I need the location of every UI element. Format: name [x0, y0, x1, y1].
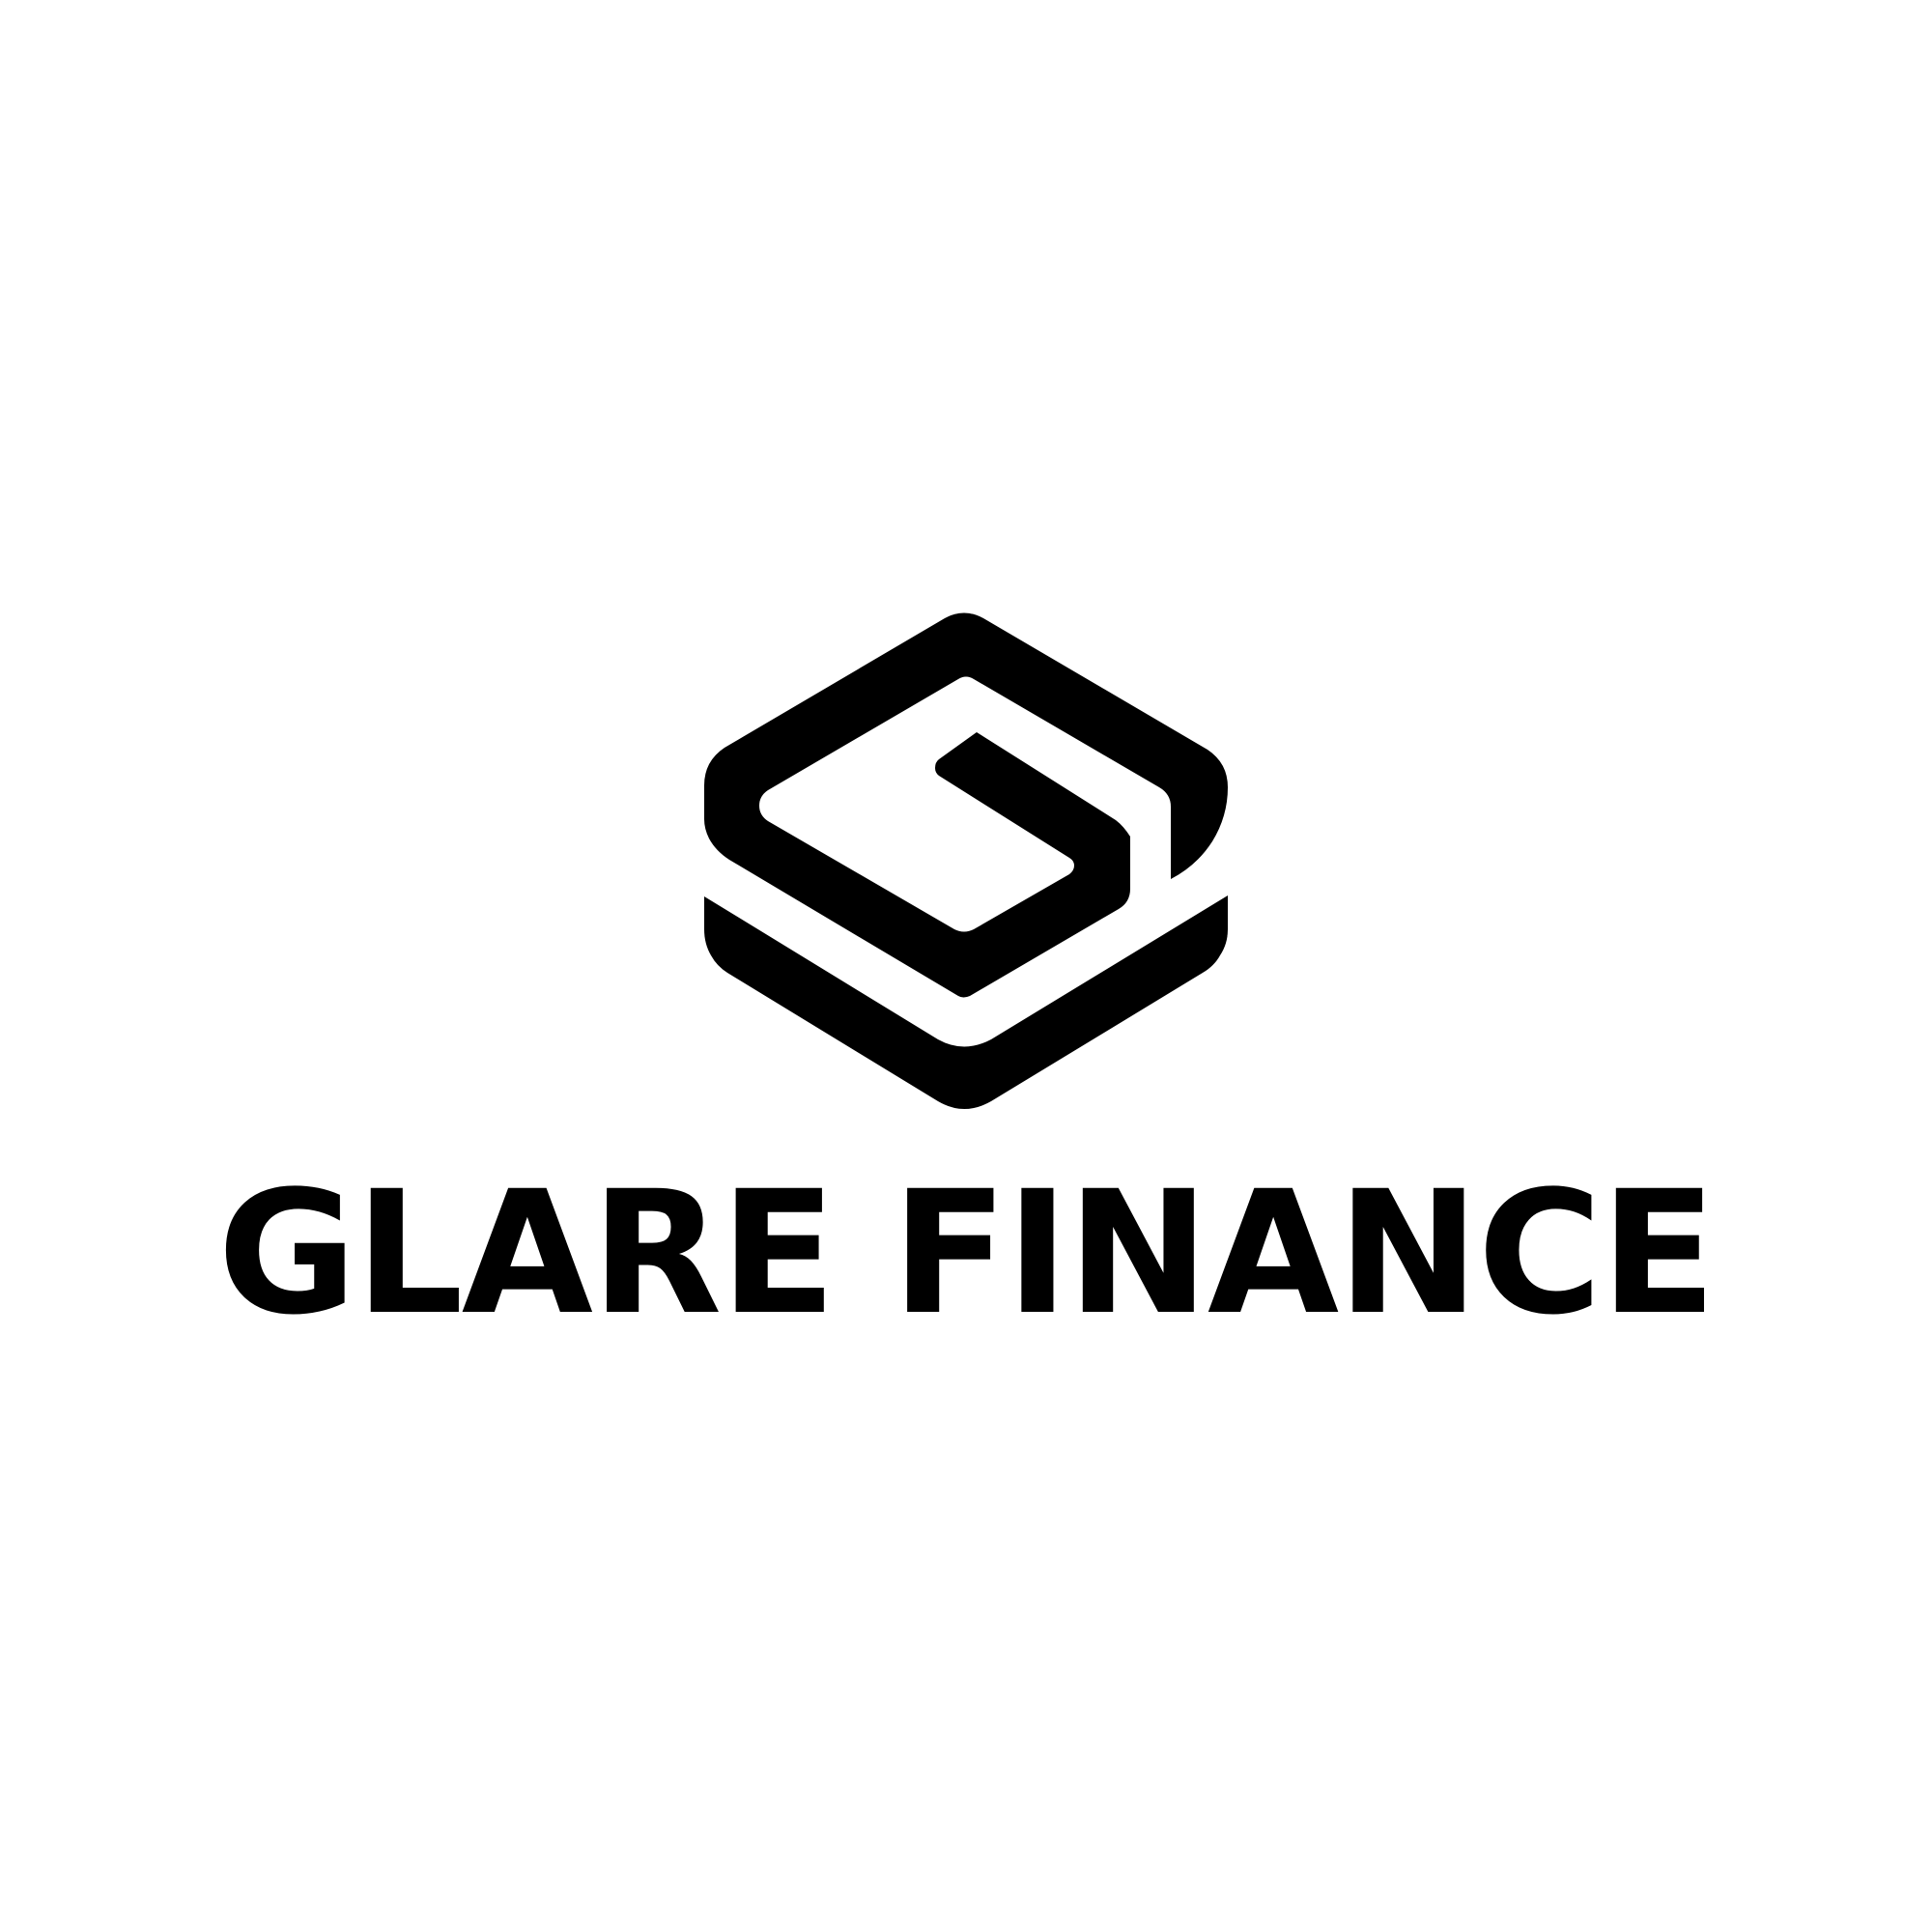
- brand-wordmark: GLARE FINANCE: [217, 1154, 1717, 1352]
- logo-lower-chevron: [704, 895, 1228, 1109]
- logo-upper-shape: [704, 612, 1228, 998]
- hexagon-g-monogram-icon: [704, 612, 1228, 1109]
